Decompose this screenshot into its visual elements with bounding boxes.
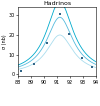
Point <box>82 57 83 59</box>
Point <box>33 63 34 64</box>
Point <box>46 42 47 44</box>
Point <box>59 13 60 15</box>
Point <box>20 71 21 72</box>
Point <box>69 33 70 35</box>
Point <box>91 67 93 68</box>
Y-axis label: σ (nb): σ (nb) <box>2 35 7 49</box>
Title: Hadrinos: Hadrinos <box>43 1 71 6</box>
